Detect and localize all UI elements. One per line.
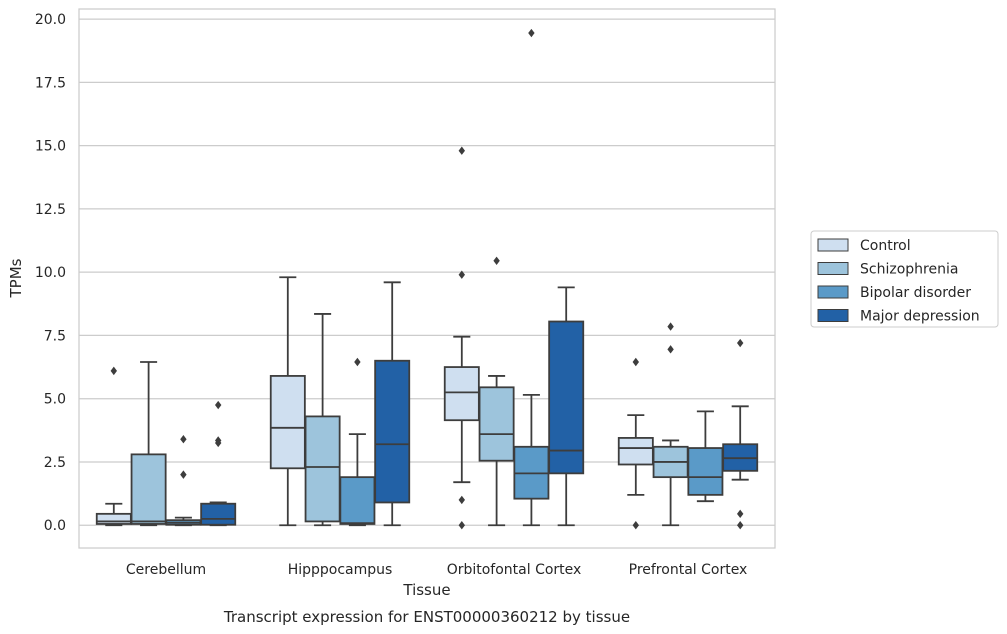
legend-swatch <box>817 309 849 322</box>
y-axis-label: TPMs <box>7 258 25 298</box>
outlier-point <box>528 28 535 38</box>
box-0-3 <box>200 400 237 527</box>
legend-frame <box>810 230 999 328</box>
y-tick-label: 5.0 <box>44 392 66 408</box>
outlier-point <box>180 470 187 479</box>
box-body <box>374 359 411 504</box>
box-2-3 <box>548 286 585 527</box>
x-tick-label: Orbitofontal Cortex <box>447 562 582 578</box>
legend-label: Schizophrenia <box>860 262 958 278</box>
outlier-point <box>737 521 744 530</box>
outlier-point <box>737 509 744 519</box>
box-3-0 <box>617 357 654 530</box>
y-tick-label: 10.0 <box>35 265 66 281</box>
box-2-2 <box>513 28 550 527</box>
outlier-point <box>458 270 465 279</box>
box-body <box>304 415 341 523</box>
x-tick-label: Cerebellum <box>126 562 206 578</box>
box-3-2 <box>687 410 724 503</box>
box-1-1 <box>304 313 341 527</box>
box-body <box>687 447 724 496</box>
legend-label: Control <box>860 238 911 254</box>
box-3-3 <box>722 338 759 530</box>
chart-title: Transcript expression for ENST0000036021… <box>223 608 630 626</box>
legend-label: Bipolar disorder <box>860 285 971 301</box>
box-0-0 <box>95 366 132 527</box>
outlier-point <box>667 345 674 354</box>
legend-swatch <box>817 285 849 299</box>
box-1-3 <box>374 281 411 527</box>
outlier-point <box>215 400 222 410</box>
outlier-point <box>110 366 117 376</box>
box-body <box>339 476 376 525</box>
outlier-point <box>354 357 361 367</box>
y-tick-label: 0.0 <box>44 518 66 534</box>
legend-swatch <box>817 262 849 275</box>
outlier-point <box>458 495 465 505</box>
outlier-point <box>632 357 639 367</box>
y-tick-label: 17.5 <box>35 75 66 91</box>
box-body <box>130 453 167 525</box>
x-axis-ticks: Cerebellum Hipppocampus Orbitofontal Corte… <box>126 562 747 578</box>
outlier-point <box>458 146 465 155</box>
outlier-point <box>493 256 500 265</box>
x-tick-label: Hipppocampus <box>288 562 393 578</box>
box-body <box>200 502 237 526</box>
x-tick-label: Prefrontal Cortex <box>629 562 748 578</box>
box-2-1 <box>478 256 515 527</box>
box-body <box>269 375 306 470</box>
y-tick-label: 7.5 <box>44 328 66 344</box>
y-tick-label: 15.0 <box>35 139 66 155</box>
box-body <box>548 320 585 475</box>
y-tick-label: 20.0 <box>35 12 66 28</box>
legend-swatch <box>817 238 849 252</box>
y-axis-ticks: 0.0 2.5 5.0 7.5 10.0 12.5 15.0 17.5 20.0 <box>35 12 66 534</box>
box-1-2 <box>339 357 376 527</box>
legend-label: Major depression <box>860 309 980 325</box>
x-axis-label: Tissue <box>402 581 450 599</box>
outlier-point <box>632 521 639 530</box>
box-body <box>95 512 132 525</box>
box-body <box>617 437 654 466</box>
plot-area-border <box>78 8 776 549</box>
box-groups <box>95 28 759 530</box>
y-tick-label: 12.5 <box>35 202 66 218</box>
outlier-point <box>667 322 674 331</box>
y-tick-label: 2.5 <box>44 455 66 471</box>
outlier-point <box>458 521 465 530</box>
box-1-0 <box>269 276 306 527</box>
box-2-0 <box>443 146 480 530</box>
legend: Control Schizophrenia Bipolar disorder Majo… <box>810 230 999 328</box>
box-body <box>443 366 480 422</box>
outlier-point <box>215 438 222 448</box>
box-0-2 <box>165 434 202 527</box>
box-0-1 <box>130 361 167 527</box>
box-body <box>478 386 515 462</box>
outlier-point <box>180 434 187 444</box>
outlier-point <box>737 338 744 348</box>
